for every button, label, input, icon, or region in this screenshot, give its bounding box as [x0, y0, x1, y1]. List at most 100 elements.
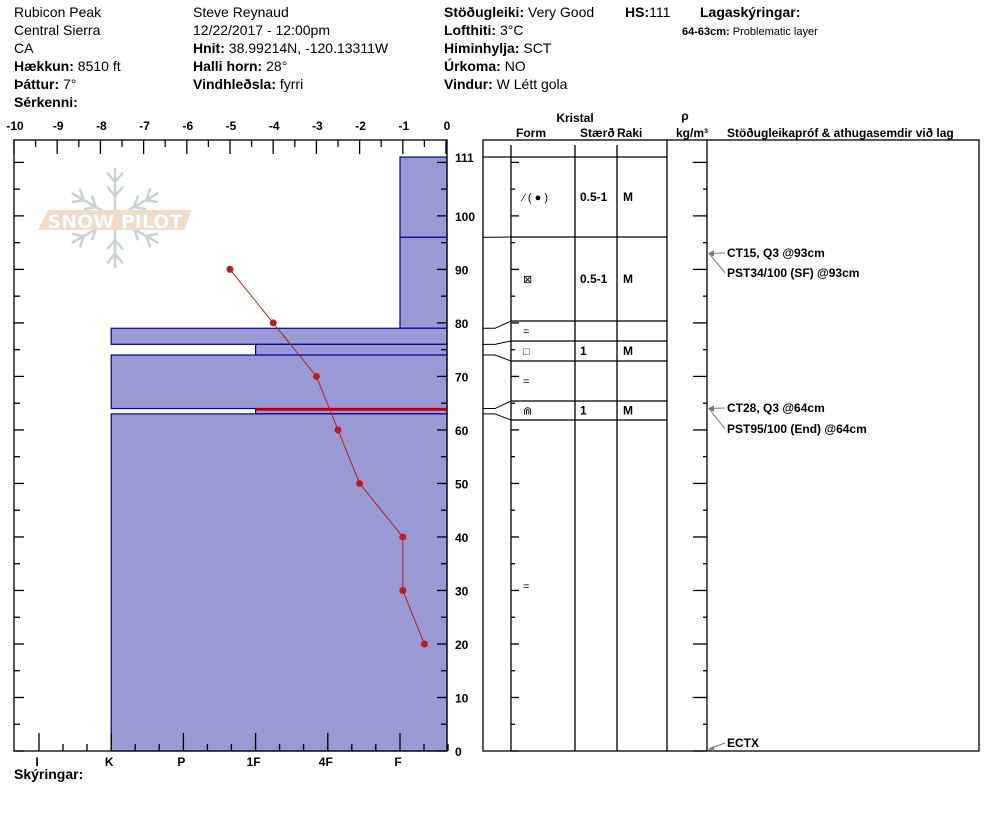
precip-value: NO — [505, 58, 526, 74]
sky-label: Himinhylja: — [444, 40, 519, 56]
temp-tick-label: -1 — [398, 119, 409, 133]
observation-datetime: 12/22/2017 - 12:00pm — [193, 22, 330, 38]
crystal-form: ⊠ — [523, 274, 532, 286]
coords-label: Hnit: — [193, 40, 225, 56]
snowflake-branch — [114, 172, 124, 183]
hardness-tick-label: 1F — [247, 755, 261, 769]
depth-tick-label: 90 — [455, 263, 469, 277]
snowflake-branch — [145, 232, 159, 238]
hardness-layer-bar — [110, 413, 448, 752]
temp-tick-label: 0 — [444, 119, 451, 133]
sky-field: Himinhylja: SCT — [444, 40, 552, 56]
temp-tick-label: -2 — [355, 119, 366, 133]
crystal-size: 0.5-1 — [580, 272, 608, 286]
aspect-field: Þáttur: 7° — [14, 76, 76, 92]
temp-tick-label: -8 — [96, 119, 107, 133]
snowflake-branch — [133, 205, 147, 211]
depth-tick-label: 100 — [455, 210, 475, 224]
crystal-form: □ — [523, 346, 530, 358]
elevation-value: 8510 ft — [78, 58, 121, 74]
wind-label: Vindur: — [444, 76, 493, 92]
header-site-info: Rubicon Peak Central Sierra CA Hækkun: 8… — [14, 4, 121, 110]
hardness-tick-label: I — [35, 755, 38, 769]
temperature-point — [356, 479, 364, 487]
layer-notes-label: Lagaskýringar: — [700, 4, 800, 20]
stability-label: Stöðugleiki: — [444, 4, 524, 20]
slope-value: 28° — [266, 58, 287, 74]
legend-label: Skýringar: — [14, 766, 83, 782]
arrow-head-icon — [708, 405, 714, 412]
snowflake-branch — [114, 253, 124, 264]
snowflake-branch — [106, 239, 116, 250]
aspect-value: 7° — [63, 76, 76, 92]
temperature-point — [269, 319, 277, 327]
density-unit-header: kg/m³ — [676, 126, 708, 140]
snowflake-branch — [106, 186, 116, 197]
observer-name: Steve Reynaud — [193, 4, 289, 20]
temp-tick-label: -7 — [139, 119, 150, 133]
airtemp-label: Lofthiti: — [444, 22, 496, 38]
hardness-layer-bar — [255, 343, 448, 356]
temperature-point — [312, 372, 320, 380]
temp-tick-label: -3 — [312, 119, 323, 133]
snowflake-branch — [132, 195, 140, 208]
moisture-header: Raki — [617, 126, 642, 140]
header-observer-info: Steve Reynaud 12/22/2017 - 12:00pm Hnit:… — [193, 4, 389, 92]
depth-connector — [483, 340, 512, 345]
hs-field: HS:111 — [625, 4, 671, 20]
temperature-line — [229, 269, 425, 645]
hardness-layer-bar — [399, 236, 448, 329]
snowflake-branch — [145, 188, 152, 201]
wind-value: W Létt gola — [497, 76, 568, 92]
profile-chart: -10 -9 -8 -7 -6 -5 -4 -3 -2 -1 0111100908070605040… — [6, 119, 475, 769]
snowflake-branch — [90, 228, 98, 241]
logo-text: SNOW PILOT — [48, 211, 183, 233]
windload-label: Vindhleðsla: — [193, 76, 276, 92]
layer-table: ⁄ ( ● ) 0.5-1 M ⊠ 0.5-1 M = □ 1 M = ⋒ 1 M = CT15, Q3 @9… — [482, 139, 980, 752]
hardness-layer-bar — [110, 354, 448, 410]
coords-value: 38.99214N, -120.13311W — [229, 40, 389, 56]
snowflake-branch — [71, 198, 85, 204]
temperature-point — [226, 265, 234, 273]
tests-header: Stöðugleikapróf & athugasemdir við lag — [727, 126, 954, 140]
state: CA — [14, 40, 34, 56]
snowflake-branch — [106, 172, 116, 183]
crystal-form: = — [523, 326, 529, 338]
stability-value: Very Good — [528, 4, 594, 20]
table-frame — [482, 139, 980, 752]
test-arrow — [708, 253, 726, 274]
stability-test-result: PST34/100 (SF) @93cm — [727, 266, 859, 280]
stability-test-result: CT15, Q3 @93cm — [727, 246, 825, 260]
precip-label: Úrkoma: — [444, 57, 501, 74]
crystal-form: = — [523, 581, 529, 593]
depth-tick-label: 111 — [455, 151, 474, 165]
depth-tick-label: 60 — [455, 424, 469, 438]
temp-tick-label: -5 — [226, 119, 237, 133]
snowflake-branch — [90, 195, 98, 208]
depth-tick-label: 30 — [455, 584, 469, 598]
location-name: Rubicon Peak — [14, 4, 102, 20]
crystal-form: ⋒ — [523, 406, 532, 418]
windload-field: Vindhleðsla: fyrri — [193, 76, 303, 92]
windload-value: fyrri — [280, 76, 303, 92]
mountain-range: Central Sierra — [14, 22, 101, 38]
form-header: Form — [516, 126, 546, 140]
stability-field: Stöðugleiki: Very Good — [444, 4, 594, 20]
temperature-point — [420, 640, 428, 648]
snowflake-branch — [78, 188, 85, 201]
snowflake-branch — [114, 186, 124, 197]
depth-connector — [483, 413, 512, 421]
depth-tick-label: 20 — [455, 638, 469, 652]
layer-note-text: Problematic layer — [733, 26, 818, 38]
airtemp-field: Lofthiti: 3°C — [444, 22, 523, 38]
hs-label: HS: — [625, 4, 649, 20]
airtemp-value: 3°C — [500, 22, 524, 38]
precip-field: Úrkoma: NO — [444, 57, 526, 74]
snowflake-branch — [78, 235, 85, 248]
crystal-size: 1 — [580, 344, 587, 358]
temperature-point — [399, 533, 407, 541]
coords-field: Hnit: 38.99214N, -120.13311W — [193, 40, 389, 56]
depth-connector — [483, 400, 512, 410]
depth-tick-label: 40 — [455, 531, 469, 545]
layer-table-header: Kristal Form Stærð Raki ρ kg/m³ Stöðugle… — [516, 109, 954, 140]
